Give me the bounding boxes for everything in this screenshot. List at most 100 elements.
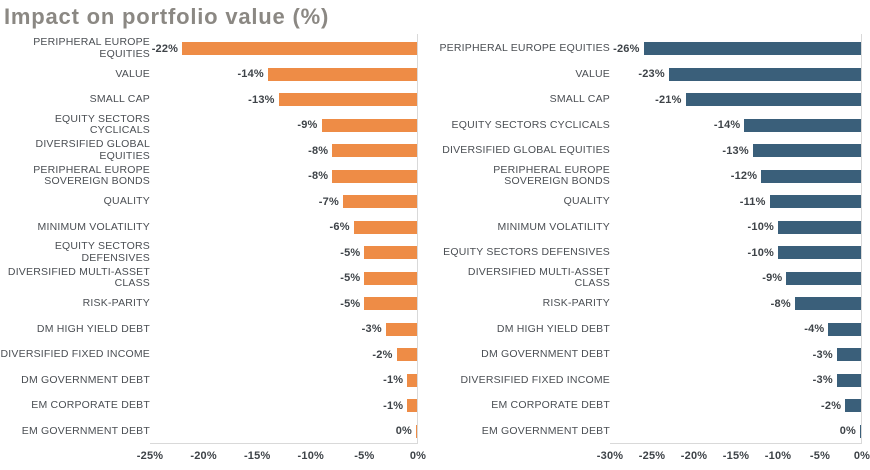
bar-plot-area: -11% bbox=[610, 189, 862, 215]
category-label: DIVERSIFIED FIXED INCOME bbox=[0, 348, 150, 360]
bar bbox=[668, 67, 862, 81]
category-label: DM GOVERNMENT DEBT bbox=[481, 348, 610, 360]
category-label: DIVERSIFIED GLOBAL EQUITIES bbox=[35, 138, 150, 162]
bar-row: DIVERSIFIED MULTI-ASSET CLASS -5% bbox=[0, 266, 418, 292]
bar-row: PERIPHERAL EUROPE SOVEREIGN BONDS -8% bbox=[0, 164, 418, 190]
bar bbox=[278, 93, 418, 107]
bar-plot-area: -13% bbox=[610, 138, 862, 164]
bar-row: PERIPHERAL EUROPE EQUITIES -26% bbox=[435, 36, 862, 62]
bar-value-label: -8% bbox=[308, 144, 329, 157]
bar-plot-area: -10% bbox=[610, 240, 862, 266]
category-label: PERIPHERAL EUROPE SOVEREIGN BONDS bbox=[493, 163, 610, 188]
bar bbox=[744, 118, 862, 132]
category-label: QUALITY bbox=[563, 195, 610, 207]
bar-value-label: 0% bbox=[839, 425, 856, 438]
x-axis-tick-label: 0% bbox=[409, 450, 427, 462]
bar-value-label: -8% bbox=[770, 297, 791, 310]
bar bbox=[407, 373, 418, 387]
bar-row: VALUE -14% bbox=[0, 62, 418, 88]
bar-row: QUALITY -11% bbox=[435, 189, 862, 215]
bar-row: RISK-PARITY -5% bbox=[0, 291, 418, 317]
bar-value-label: -3% bbox=[361, 323, 382, 336]
x-axis-tick-label: -5% bbox=[809, 450, 831, 462]
bar-row: SMALL CAP -13% bbox=[0, 87, 418, 113]
bar bbox=[407, 399, 418, 413]
category-label: DM HIGH YIELD DEBT bbox=[496, 322, 610, 335]
category-label: DM HIGH YIELD DEBT bbox=[36, 322, 150, 335]
bar bbox=[332, 144, 418, 158]
category-label: EM GOVERNMENT DEBT bbox=[481, 424, 610, 437]
bar bbox=[182, 42, 418, 56]
category-label: EM CORPORATE DEBT bbox=[31, 399, 150, 411]
bar-value-label: -23% bbox=[638, 68, 665, 81]
x-axis-tick-label: 0% bbox=[853, 450, 870, 462]
bar-value-label: -12% bbox=[730, 170, 758, 183]
category-label: PERIPHERAL EUROPE EQUITIES bbox=[439, 42, 610, 54]
bar-value-label: -10% bbox=[747, 221, 774, 234]
bar-value-label: -8% bbox=[308, 170, 329, 183]
bar bbox=[267, 67, 418, 81]
bar-rows-left: PERIPHERAL EUROPE EQUITIES -22% VALUE -14% S… bbox=[0, 34, 418, 445]
bar-row: EQUITY SECTORS DEFENSIVES -5% bbox=[0, 240, 418, 266]
category-label: VALUE bbox=[115, 67, 150, 80]
bar-plot-area: -26% bbox=[610, 36, 862, 62]
bar bbox=[342, 195, 418, 209]
bar-plot-area: -23% bbox=[610, 62, 862, 88]
bar-plot-area: -14% bbox=[610, 113, 862, 139]
bar-rows-right: PERIPHERAL EUROPE EQUITIES -26% VALUE -23% S… bbox=[435, 34, 862, 444]
bar-value-label: -14% bbox=[237, 68, 264, 81]
bar-plot-area: -13% bbox=[150, 87, 418, 113]
bar-value-label: -1% bbox=[383, 399, 404, 412]
category-label: RISK-PARITY bbox=[542, 297, 610, 309]
bar-value-label: -5% bbox=[340, 272, 361, 285]
bar bbox=[321, 118, 418, 132]
bar-plot-area: 0% bbox=[150, 419, 418, 445]
bar-row: PERIPHERAL EUROPE SOVEREIGN BONDS -12% bbox=[435, 164, 862, 190]
x-axis-right: -30% -25% -20% -15% -10% -5% 0% bbox=[597, 445, 870, 465]
chart-blue-scenario: PERIPHERAL EUROPE EQUITIES -26% VALUE -23% S… bbox=[435, 34, 870, 465]
x-axis-tick-label: -10% bbox=[764, 450, 792, 462]
category-label: MINIMUM VOLATILITY bbox=[497, 220, 610, 233]
bar-value-label: -11% bbox=[739, 195, 766, 208]
category-label: PERIPHERAL EUROPE EQUITIES bbox=[33, 36, 150, 60]
category-label: EQUITY SECTORS DEFENSIVES bbox=[443, 246, 610, 258]
bar-plot-area: -8% bbox=[150, 164, 418, 190]
x-axis-tick-label: -15% bbox=[243, 450, 271, 462]
x-axis-tick-label: -15% bbox=[722, 450, 750, 462]
bar-plot-area: -8% bbox=[610, 291, 862, 317]
x-axis-tick-label: -20% bbox=[190, 450, 217, 462]
bar-row: DIVERSIFIED GLOBAL EQUITIES -13% bbox=[435, 138, 862, 164]
category-label: EQUITY SECTORS CYCLICALS bbox=[451, 118, 610, 131]
bar-value-label: -21% bbox=[655, 93, 682, 106]
bar-plot-area: -5% bbox=[150, 291, 418, 317]
x-axis-tick-label: -25% bbox=[638, 450, 666, 462]
category-label: DIVERSIFIED GLOBAL EQUITIES bbox=[442, 144, 610, 156]
bar-plot-area: -14% bbox=[150, 62, 418, 88]
bar-row: EQUITY SECTORS CYCLICALS -14% bbox=[435, 113, 862, 139]
bar-value-label: -3% bbox=[812, 374, 833, 387]
bar bbox=[364, 246, 418, 260]
bar-plot-area: -9% bbox=[610, 266, 862, 292]
zero-axis-line bbox=[417, 34, 418, 444]
bar bbox=[761, 169, 862, 183]
bar-value-label: 0% bbox=[395, 425, 412, 438]
bar-plot-area: -5% bbox=[150, 266, 418, 292]
bar bbox=[685, 93, 862, 107]
page-title: Impact on portfolio value (%) bbox=[4, 4, 330, 29]
category-label: DM GOVERNMENT DEBT bbox=[21, 373, 150, 386]
bar-value-label: -2% bbox=[821, 399, 842, 412]
bar-plot-area: -3% bbox=[610, 342, 862, 368]
bar bbox=[836, 373, 862, 387]
bar-row: PERIPHERAL EUROPE EQUITIES -22% bbox=[0, 36, 418, 62]
bar bbox=[778, 220, 862, 234]
x-axis-tick-label: -5% bbox=[354, 450, 375, 462]
category-label: DIVERSIFIED MULTI-ASSET CLASS bbox=[467, 265, 610, 290]
bar-plot-area: -2% bbox=[150, 342, 418, 368]
bar bbox=[332, 169, 418, 183]
category-label: VALUE bbox=[575, 67, 610, 80]
bar-row: MINIMUM VOLATILITY -10% bbox=[435, 215, 862, 241]
category-label: PERIPHERAL EUROPE SOVEREIGN BONDS bbox=[33, 163, 150, 188]
bar bbox=[836, 348, 862, 362]
bar bbox=[364, 271, 418, 285]
bar-plot-area: -7% bbox=[150, 189, 418, 215]
